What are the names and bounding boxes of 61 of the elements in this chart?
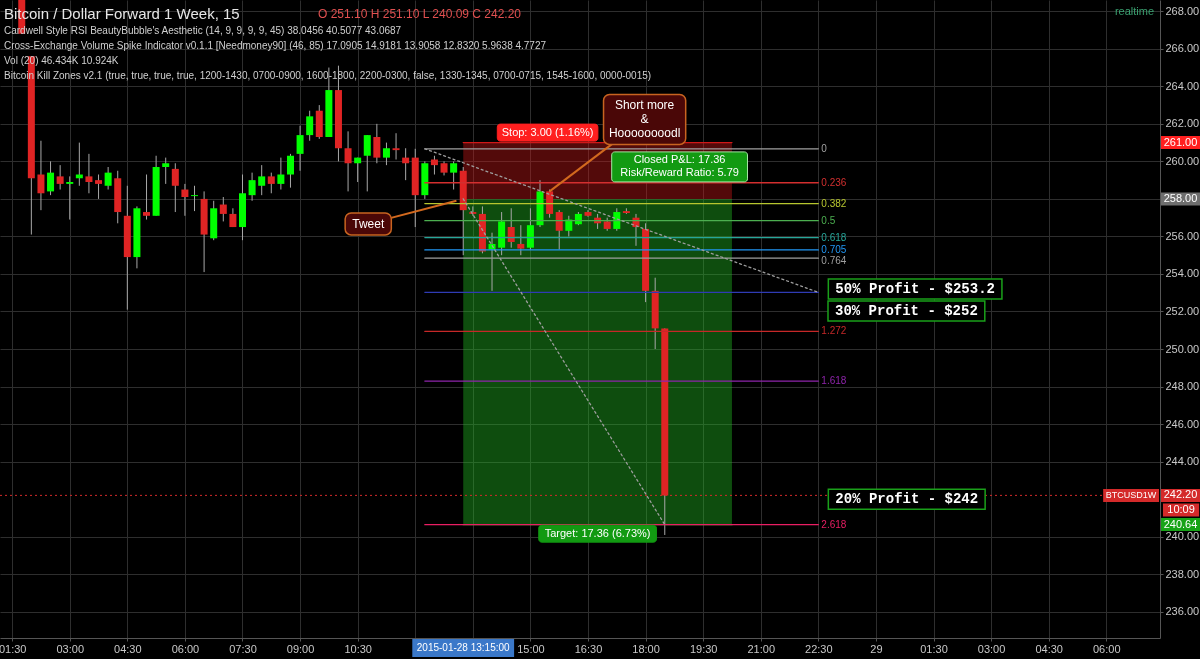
text: 240.64 — [1163, 517, 1198, 530]
text: 258.00 — [1163, 191, 1198, 204]
y-tick-label: 260.00 — [1165, 154, 1200, 167]
annotation: O 251.10 H 251.10 L 240.09 C 242.20 — [318, 7, 522, 21]
y-tick-label: 246.00 — [1165, 417, 1200, 430]
ref-line-label: 242.20 — [1163, 488, 1198, 501]
text: 2015-01-28 13:15:00 — [416, 642, 511, 653]
text: 261.00 — [1163, 135, 1198, 148]
text: 10:09 — [1167, 503, 1195, 515]
series-label: 1.618 — [821, 375, 847, 387]
series-label: 0.5 — [821, 214, 836, 226]
y-tick-label: 268.00 — [1165, 4, 1200, 17]
x-tick-label: 29 — [870, 642, 883, 655]
x-tick-label: 03:00 — [56, 642, 85, 655]
series-label: 0.764 — [821, 254, 847, 266]
x-tick-label: 07:30 — [229, 642, 257, 655]
annotation: 50% Profit - $253.2 — [835, 280, 995, 297]
x-tick-label: 04:30 — [1035, 642, 1063, 655]
annotation: realtime — [1114, 5, 1154, 17]
x-tick-label: 09:00 — [286, 642, 315, 655]
y-tick-label: 236.00 — [1165, 605, 1200, 618]
annotation: 20% Profit - $242 — [835, 491, 979, 508]
x-tick-label: 22:30 — [805, 642, 833, 655]
annotation: Short more & Hoooooooodl — [608, 98, 681, 141]
y-tick-label: 248.00 — [1165, 380, 1200, 393]
annotation: Closed P&L: 17.36 Risk/Reward Ratio: 5.79 — [620, 153, 739, 179]
x-tick-label: 06:00 — [171, 642, 200, 655]
x-tick-label: 01:30 — [920, 642, 948, 655]
annotation: Tweet — [352, 216, 385, 231]
x-tick-label: 03:00 — [977, 642, 1006, 655]
y-tick-label: 262.00 — [1165, 117, 1200, 130]
y-tick-label: 254.00 — [1165, 267, 1200, 280]
x-tick-label: 18:00 — [632, 642, 660, 655]
x-tick-label: 16:30 — [574, 642, 603, 655]
y-tick-label: 266.00 — [1165, 42, 1200, 55]
series-label: 0.236 — [821, 176, 847, 188]
series-label: 0.705 — [821, 243, 847, 255]
y-tick-label: 264.00 — [1165, 79, 1200, 92]
y-tick-label: 250.00 — [1165, 342, 1200, 355]
annotation: 30% Profit - $252 — [835, 303, 978, 319]
x-tick-label: 21:00 — [747, 642, 776, 655]
x-tick-label: 10:30 — [344, 642, 372, 655]
y-tick-label: 244.00 — [1165, 455, 1200, 468]
annotation: Cross-Exchange Volume Spike Indicator v0.1.1 [Needmoney90] (46, 85) 17.0905 14.9181 13.9058 12.8320 5.9638 4.7727 — [4, 40, 547, 51]
series-label: 0.618 — [821, 231, 847, 243]
series-label: 1.272 — [821, 325, 847, 337]
y-tick-label: 256.00 — [1165, 229, 1200, 242]
x-tick-label: 19:30 — [689, 642, 718, 655]
y-tick-label: 240.00 — [1165, 530, 1200, 543]
series-label: 0.382 — [821, 197, 847, 209]
series-label: 2.618 — [821, 518, 847, 530]
annotation: BTCUSD1W — [1105, 490, 1157, 501]
y-tick-label: 252.00 — [1165, 304, 1200, 317]
annotation: Stop: 3.00 (1.16%) — [501, 125, 594, 138]
annotation: Target: 17.36 (6.73%) — [544, 526, 651, 539]
x-tick-label: 15:00 — [517, 642, 545, 655]
x-tick-label: 04:30 — [114, 642, 142, 655]
y-tick-label: 238.00 — [1165, 567, 1200, 580]
x-tick-label: 06:00 — [1092, 642, 1121, 655]
series-label: 0 — [821, 142, 828, 154]
x-tick-label: 01:30 — [0, 642, 27, 655]
